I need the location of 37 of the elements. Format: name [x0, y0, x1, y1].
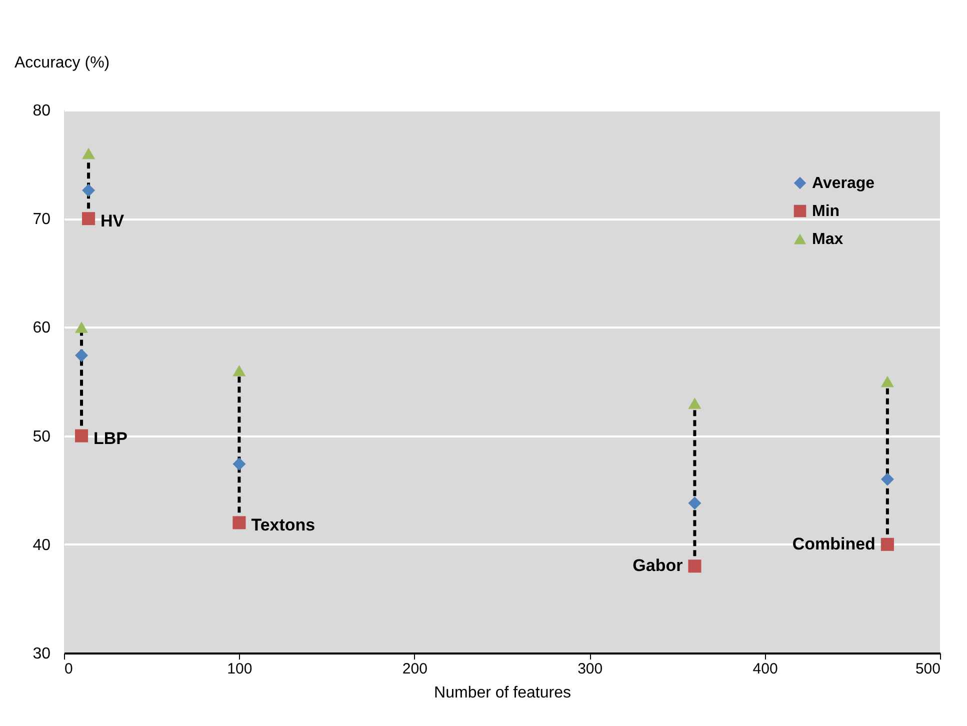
x-axis-title: Number of features — [434, 684, 571, 702]
x-tick-label: 0 — [64, 660, 73, 678]
y-tick-label: 40 — [32, 536, 51, 554]
y-tick-label: 30 — [32, 646, 51, 662]
x-tick-label: 500 — [915, 660, 940, 678]
point — [688, 560, 702, 573]
x-tick-label: 200 — [402, 660, 428, 678]
legend-label: Average — [812, 175, 875, 192]
point — [688, 496, 702, 510]
y-tick-label: 50 — [32, 428, 51, 446]
point — [232, 516, 246, 530]
point — [82, 184, 96, 197]
annotation: Textons — [251, 516, 316, 535]
annotation: Combined — [792, 534, 876, 554]
legend-label: Min — [812, 203, 840, 220]
point — [880, 376, 894, 388]
point — [82, 148, 96, 160]
y-axis-title: Accuracy (%) — [14, 54, 110, 72]
point — [82, 212, 96, 226]
annotation: HV — [100, 212, 125, 231]
point — [75, 348, 88, 362]
y-tick-label: 70 — [32, 211, 51, 228]
point — [75, 322, 88, 333]
point — [880, 538, 894, 551]
y-tick-label: 60 — [32, 320, 51, 337]
x-tick-label: 400 — [752, 660, 778, 678]
point — [75, 429, 88, 442]
point — [880, 472, 894, 486]
point — [688, 398, 702, 409]
y-tick-label: 80 — [32, 102, 51, 120]
point — [232, 364, 246, 376]
annotation: LBP — [94, 428, 128, 448]
annotation: Gabor — [632, 556, 684, 576]
legend-label: Max — [812, 231, 844, 248]
x-tick-label: 100 — [227, 660, 252, 678]
x-tick-label: 300 — [578, 660, 603, 678]
point — [232, 458, 246, 471]
